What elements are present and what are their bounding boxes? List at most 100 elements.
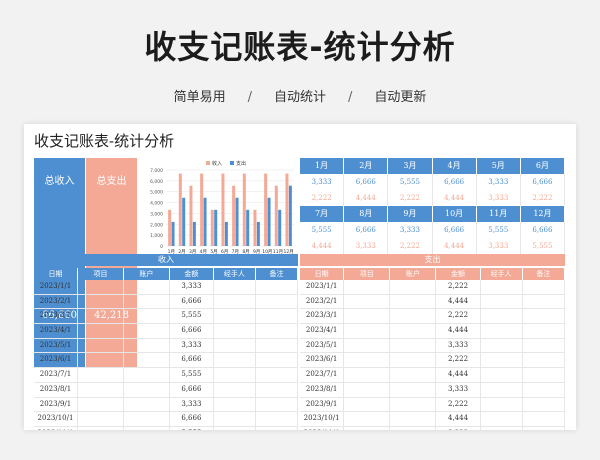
table-row: 2023/9/1 2,222	[300, 397, 565, 413]
empty-cell	[523, 368, 565, 382]
empty-cell	[214, 353, 256, 368]
empty-cell	[214, 294, 256, 309]
empty-cell	[481, 324, 523, 338]
amount-cell: 2,222	[436, 397, 481, 412]
table-row: 2023/1/1 2,222	[300, 280, 565, 295]
table-row: 2023/5/1 3,333	[34, 338, 298, 354]
empty-cell	[78, 382, 124, 397]
empty-cell	[481, 382, 523, 397]
separator: /	[348, 90, 353, 105]
bar	[200, 173, 204, 246]
income-section-header: 收入	[34, 254, 298, 266]
empty-cell	[256, 280, 298, 294]
date-cell: 2023/5/1	[300, 338, 345, 353]
amount-cell: 6,666	[170, 353, 214, 368]
empty-cell	[256, 368, 298, 382]
empty-cell	[390, 397, 437, 412]
bar	[288, 185, 292, 246]
empty-cell	[256, 353, 298, 368]
empty-cell	[78, 309, 124, 324]
expense-section-header: 支出	[300, 254, 565, 266]
empty-cell	[124, 294, 170, 309]
date-cell: 2023/8/1	[34, 382, 78, 397]
x-tick-label: 1月	[168, 249, 175, 255]
empty-cell	[481, 294, 523, 309]
table-row: 2023/6/1 6,666	[34, 353, 298, 369]
monthly-summary-bottom: 7月 8月 9月 10月 11月 12月 5,555 6,666 3,333 6,666 5,55…	[300, 206, 566, 254]
column-header: 备注	[523, 268, 565, 280]
empty-cell	[390, 324, 437, 338]
month-expense-value: 3,333	[477, 190, 521, 206]
month-expense-value: 2,222	[388, 238, 433, 254]
empty-cell	[481, 397, 523, 412]
empty-cell	[124, 353, 170, 368]
date-cell: 2023/5/1	[34, 338, 78, 353]
month-income-value: 3,333	[388, 222, 433, 238]
empty-cell	[214, 368, 256, 382]
date-cell: 2023/3/1	[34, 309, 78, 324]
bar	[232, 185, 236, 246]
table-row: 2023/4/1 6,666	[34, 324, 298, 339]
date-cell: 2023/10/1	[300, 412, 345, 426]
bar	[256, 221, 260, 246]
date-cell: 2023/6/1	[34, 353, 78, 368]
date-cell: 2023/9/1	[34, 397, 78, 412]
bar	[192, 221, 196, 246]
empty-cell	[124, 397, 170, 412]
amount-cell: 6,666	[170, 382, 214, 397]
empty-cell	[390, 294, 437, 309]
empty-cell	[344, 324, 391, 338]
amount-cell: 5,555	[170, 426, 214, 430]
y-tick-label: 7,000	[150, 168, 163, 174]
bar	[221, 173, 225, 246]
empty-cell	[214, 309, 256, 324]
table-row: 2023/8/1 3,333	[300, 382, 565, 398]
income-table: 2023/1/1 3,333 2023/2/1 6,666 2023/3/1 5,555 2…	[34, 280, 298, 430]
month-label: 11月	[477, 206, 521, 222]
total-expense-value: 42,218	[94, 310, 129, 321]
month-income-value: 6,666	[521, 222, 566, 238]
month-label: 7月	[300, 206, 345, 222]
bar	[267, 197, 271, 246]
date-cell: 2023/8/1	[300, 382, 345, 397]
column-header: 金额	[170, 268, 214, 280]
x-tick-label: 5月	[210, 249, 217, 255]
amount-cell: 3,333	[436, 426, 481, 430]
month-expense-value: 4,444	[344, 190, 389, 206]
x-tick-label: 9月	[253, 249, 260, 255]
month-expense-value: 4,444	[433, 238, 477, 254]
empty-cell	[256, 338, 298, 353]
x-tick-label: 11月	[273, 249, 283, 255]
bar	[189, 185, 193, 246]
empty-cell	[344, 382, 391, 397]
table-row: 2023/3/1 2,222	[300, 309, 565, 325]
date-cell: 2023/3/1	[300, 309, 345, 324]
income-column-headers: 日期 项目 账户 金额 经手人 备注	[34, 268, 298, 280]
monthly-bar-chart: 0 1,000 2,000 3,000 4,000 5,000 6,000 7,000 1月 2月…	[150, 160, 294, 255]
amount-cell: 3,333	[436, 382, 481, 397]
month-income-value: 6,666	[433, 174, 477, 190]
empty-cell	[481, 353, 523, 368]
empty-cell	[78, 294, 124, 309]
feature-item: 简单易用	[173, 90, 226, 105]
empty-cell	[481, 280, 523, 294]
month-income-value: 3,333	[477, 174, 521, 190]
date-cell: 2023/2/1	[300, 294, 345, 309]
bar	[178, 173, 182, 246]
x-tick-label: 8月	[242, 249, 249, 255]
feature-item: 自动统计	[273, 90, 326, 105]
empty-cell	[124, 382, 170, 397]
date-cell: 2023/10/1	[34, 412, 78, 426]
x-tick-label: 4月	[200, 249, 207, 255]
bar	[210, 209, 214, 246]
month-expense-value: 3,333	[344, 238, 389, 254]
bar	[253, 209, 257, 246]
empty-cell	[344, 280, 391, 294]
x-tick-label: 6月	[221, 249, 228, 255]
column-header: 项目	[78, 268, 124, 280]
month-expense-value: 2,222	[521, 190, 566, 206]
empty-cell	[124, 280, 170, 294]
y-tick-label: 5,000	[150, 190, 163, 196]
x-tick-label: 12月	[284, 249, 294, 255]
empty-cell	[390, 382, 437, 397]
